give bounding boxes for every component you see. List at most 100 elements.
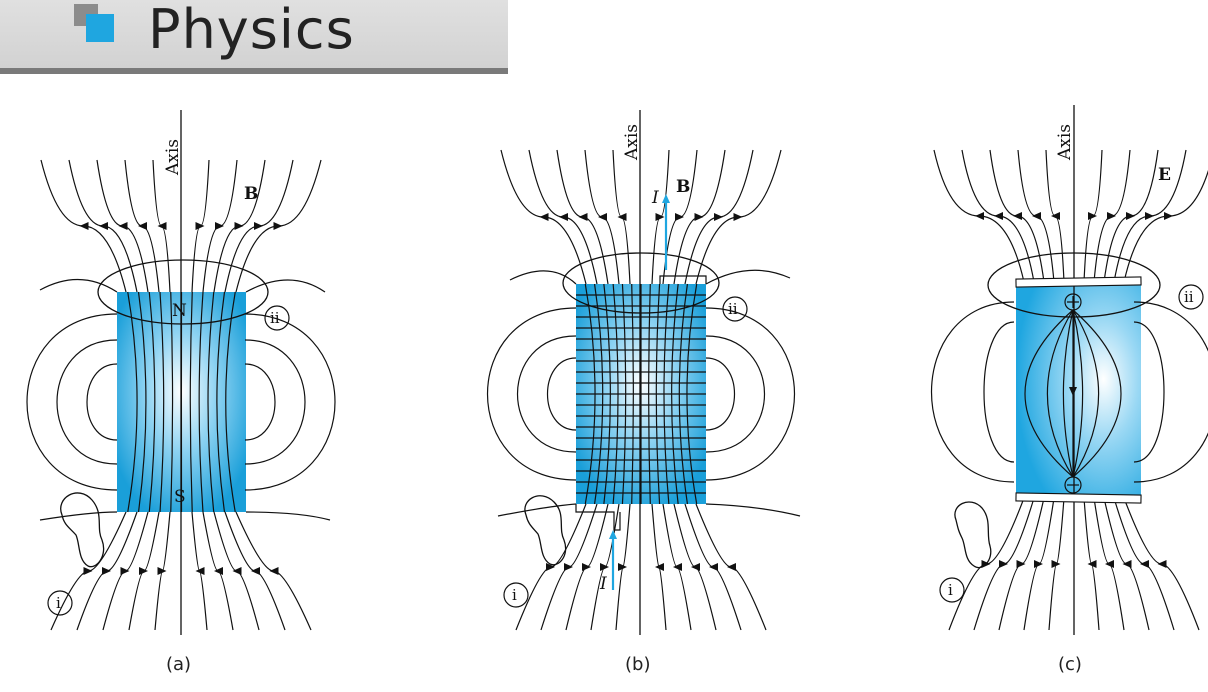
field-line [1123,497,1200,631]
logo-blue-square [86,14,114,42]
loop-i-label: i [512,586,517,604]
field-line [128,511,160,631]
return-loop [244,363,276,441]
field-line [998,497,1045,631]
loop-i-marker [503,582,529,608]
side-field-line [39,278,118,293]
field-line [615,503,631,631]
external-field-lines [933,149,1208,631]
field-line [1048,497,1065,631]
field-line [684,149,754,285]
external-field-lines [40,159,322,631]
loop-i [524,495,567,566]
field-line [515,503,587,631]
field-line [989,149,1045,283]
field-line [235,159,322,293]
bottom-plate [1015,492,1142,504]
field-line [1103,149,1159,283]
field-line [213,159,266,293]
field-line [673,149,726,285]
return-field-loops [26,278,336,521]
panel-c: Axis E ii i (c) [930,105,1208,675]
return-loop [56,339,118,465]
internal-field-line [216,291,226,513]
field-line [590,503,620,631]
field-line [651,503,667,631]
page-title: Physics [148,0,355,61]
plus-sign [1067,296,1079,308]
field-line [933,149,1025,283]
return-loop [487,307,577,481]
field-line [662,503,692,631]
internal-field-line [207,291,215,513]
return-loop [983,321,1015,463]
loop-i-marker [47,590,73,616]
return-loop [705,357,735,431]
loop-ii-marker [1178,284,1204,310]
south-pole-label: S [174,487,186,507]
header-rule [0,68,508,74]
field-line [973,497,1035,631]
field-line [1017,149,1055,283]
field-line [662,149,698,285]
field-line [40,159,127,293]
loop-ii-label: ii [1184,288,1194,306]
side-field-line [509,270,577,285]
fringe-field-loops [930,301,1208,483]
field-line [673,503,717,631]
field-line [224,159,294,293]
field-line [191,511,208,631]
return-loop [1133,301,1208,483]
field-line [695,503,767,631]
field-line [1045,149,1065,283]
field-line [1093,149,1131,283]
current-label-top: I [651,188,659,208]
caption-c: (c) [1058,654,1082,675]
axis-label: Axis [622,124,642,161]
field-line [1113,149,1187,283]
field-line [202,511,234,631]
return-loop [705,307,795,481]
field-line [102,511,149,631]
return-loop [930,301,1015,483]
field-line [154,511,171,631]
internal-field-line [189,291,193,513]
internal-field-line [170,291,174,513]
return-loop [244,339,306,465]
field-line [695,149,782,285]
side-field-line [497,503,577,517]
internal-field-line [1024,309,1074,478]
side-field-line [245,279,326,293]
field-line [528,149,598,285]
internal-field-line [127,291,138,513]
field-line [152,159,171,293]
return-loop [86,363,118,441]
field-line [96,159,149,293]
internal-field-line [137,291,147,513]
field-line [565,503,609,631]
side-field-line [705,503,801,517]
field-line [235,511,312,631]
return-loop [1133,321,1165,463]
field-line [224,511,286,631]
field-line [500,149,587,285]
internal-field-lines [1024,309,1122,478]
caption-a: (a) [166,654,191,675]
north-pole-label: N [172,301,187,321]
solenoid-windings [576,283,706,505]
return-loop [26,313,118,491]
internal-field-line [198,291,204,513]
positive-charge-icon [1064,293,1082,311]
loop-ii-label: ii [270,309,280,327]
internal-field-line [1072,309,1084,478]
return-loop [517,335,577,453]
loop-ii-label: ii [728,300,738,318]
internal-field-line [159,291,165,513]
panel-b: I I Axis B ii i (b) [487,110,801,675]
return-field-loops [487,269,801,517]
loop-ii [987,252,1161,318]
field-line [961,149,1035,283]
field-line [651,149,670,285]
field-line [213,511,260,631]
